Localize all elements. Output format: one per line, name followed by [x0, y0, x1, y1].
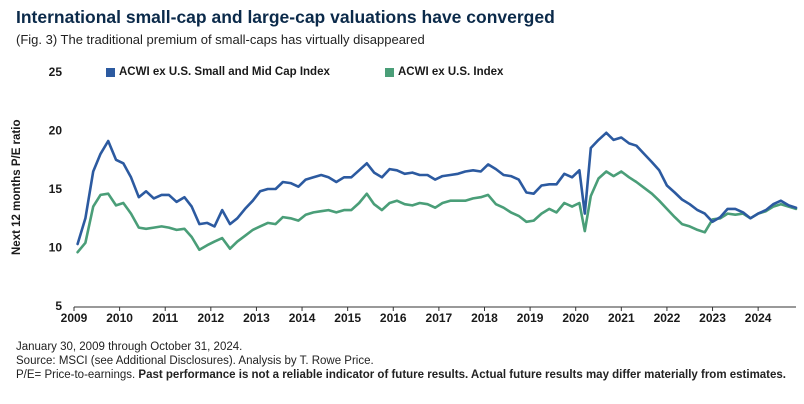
x-tick-label: 2015 [334, 311, 361, 325]
x-tick-label: 2011 [152, 311, 178, 325]
chart-title: International small-cap and large-cap va… [16, 7, 555, 27]
x-tick-label: 2020 [562, 311, 589, 325]
chart-subtitle: (Fig. 3) The traditional premium of smal… [16, 32, 425, 47]
legend-label-small-mid: ACWI ex U.S. Small and Mid Cap Index [119, 66, 330, 78]
y-tick-label: 5 [55, 299, 62, 313]
legend-item-small-mid: ACWI ex U.S. Small and Mid Cap Index [106, 66, 330, 78]
footer-date-range: January 30, 2009 through October 31, 202… [16, 341, 243, 353]
legend-label-index: ACWI ex U.S. Index [398, 66, 504, 78]
x-tick-label: 2023 [699, 311, 726, 325]
y-tick-label: 15 [49, 182, 63, 196]
x-tick-label: 2021 [608, 311, 635, 325]
x-tick-label: 2018 [471, 311, 498, 325]
x-tick-label: 2012 [197, 311, 224, 325]
footer-source: Source: MSCI (see Additional Disclosures… [16, 355, 374, 367]
x-tick-label: 2019 [517, 311, 544, 325]
x-tick-label: 2016 [380, 311, 407, 325]
footer-performance-note: Past performance is not a reliable indic… [138, 369, 786, 381]
chart-footer: January 30, 2009 through October 31, 202… [16, 340, 786, 382]
x-tick-label: 2009 [61, 311, 88, 325]
legend-swatch-small-mid [106, 67, 115, 77]
legend-swatch-index [385, 67, 394, 77]
footer-disclaimer: P/E= Price-to-earnings. Past performance… [16, 368, 786, 382]
x-tick-label: 2022 [654, 311, 681, 325]
series-line-small-mid [76, 131, 798, 246]
y-tick-label: 20 [49, 124, 63, 138]
y-tick-label: 10 [49, 241, 63, 255]
x-tick-label: 2010 [106, 311, 133, 325]
x-tick-label: 2014 [289, 311, 316, 325]
x-tick-label: 2017 [426, 311, 453, 325]
x-tick-label: 2013 [243, 311, 270, 325]
series-line-index [76, 170, 798, 254]
footer-pe-note: P/E= Price-to-earnings. [16, 369, 139, 381]
x-tick-label: 2024 [745, 311, 772, 325]
y-tick-label: 25 [49, 65, 63, 79]
legend-item-index: ACWI ex U.S. Index [385, 66, 503, 78]
